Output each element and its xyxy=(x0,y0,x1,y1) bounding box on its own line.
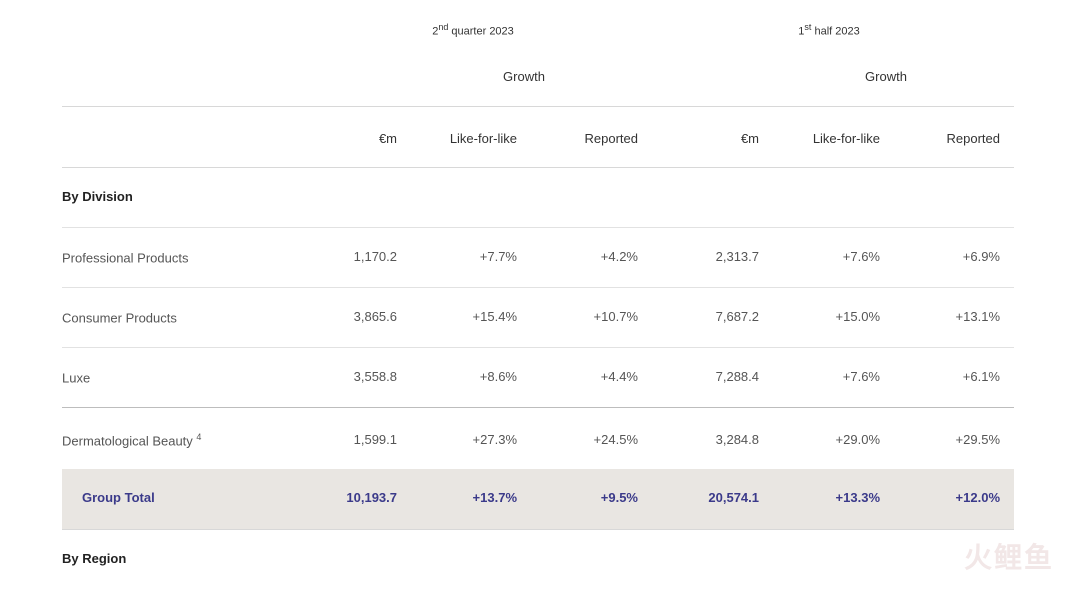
cell-value: +27.3% xyxy=(472,432,517,447)
growth-label-q2: Growth xyxy=(503,69,545,84)
table-row: Professional Products 1,170.2 +7.7% +4.2… xyxy=(62,228,1014,288)
total-value: 20,574.1 xyxy=(708,490,759,505)
cell-value: +8.6% xyxy=(479,369,517,384)
column-header-row: €m Like-for-like Reported €m Like-for-li… xyxy=(62,107,1014,168)
section-title: By Region xyxy=(62,551,127,566)
cell-value: 7,687.2 xyxy=(715,309,759,324)
watermark-logo: 火鲤鱼 xyxy=(963,542,1054,573)
growth-label-h1: Growth xyxy=(865,69,907,84)
cell-value: +4.2% xyxy=(600,249,638,264)
section-title: By Division xyxy=(62,189,133,204)
cell-value: 3,865.6 xyxy=(353,309,397,324)
period-h1-2023: 1st half 2023 xyxy=(798,22,860,38)
col-header-reported-q2: Reported xyxy=(584,131,638,146)
section-by-region: By Region xyxy=(62,530,1014,589)
cell-value: +4.4% xyxy=(600,369,638,384)
results-table: 2nd quarter 2023 1st half 2023 Growth Gr… xyxy=(62,0,1014,589)
total-label: Group Total xyxy=(82,490,155,505)
table-row: Dermatological Beauty 4 1,599.1 +27.3% +… xyxy=(62,408,1014,469)
total-value: +12.0% xyxy=(955,490,1000,505)
total-value: 10,193.7 xyxy=(346,490,397,505)
row-label: Consumer Products xyxy=(62,310,177,326)
cell-value: +15.4% xyxy=(472,309,517,324)
cell-value: +24.5% xyxy=(593,432,638,447)
cell-value: 1,599.1 xyxy=(353,432,397,447)
cell-value: +29.0% xyxy=(835,432,880,447)
cell-value: +15.0% xyxy=(835,309,880,324)
row-label: Luxe xyxy=(62,370,91,386)
col-header-lfl-h1: Like-for-like xyxy=(812,131,880,146)
total-row: Group Total 10,193.7 +13.7% +9.5% 20,574… xyxy=(62,469,1014,530)
col-header-eur-m-q2: €m xyxy=(378,131,397,146)
cell-value: 1,170.2 xyxy=(353,249,397,264)
cell-value: +13.1% xyxy=(955,309,1000,324)
row-label: Professional Products xyxy=(62,250,189,266)
growth-header-row: Growth Growth xyxy=(62,60,1014,107)
table-row: Luxe 3,558.8 +8.6% +4.4% 7,288.4 +7.6% +… xyxy=(62,348,1014,408)
col-header-reported-h1: Reported xyxy=(946,131,1000,146)
cell-value: 3,284.8 xyxy=(715,432,759,447)
cell-value: +7.6% xyxy=(842,249,880,264)
section-by-division: By Division xyxy=(62,168,1014,228)
table-row: Consumer Products 3,865.6 +15.4% +10.7% … xyxy=(62,288,1014,348)
cell-value: +6.1% xyxy=(962,369,1000,384)
cell-value: 7,288.4 xyxy=(715,369,759,384)
cell-value: +29.5% xyxy=(955,432,1000,447)
cell-value: 2,313.7 xyxy=(715,249,759,264)
total-value: +9.5% xyxy=(600,490,638,505)
total-value: +13.7% xyxy=(472,490,517,505)
cell-value: +7.6% xyxy=(842,369,880,384)
cell-value: 3,558.8 xyxy=(353,369,397,384)
col-header-lfl-q2: Like-for-like xyxy=(449,131,517,146)
row-label: Dermatological Beauty 4 xyxy=(62,432,202,449)
cell-value: +7.7% xyxy=(479,249,517,264)
total-value: +13.3% xyxy=(835,490,880,505)
period-header-row: 2nd quarter 2023 1st half 2023 xyxy=(62,0,1014,60)
cell-value: +6.9% xyxy=(962,249,1000,264)
cell-value: +10.7% xyxy=(593,309,638,324)
col-header-eur-m-h1: €m xyxy=(740,131,759,146)
period-q2-2023: 2nd quarter 2023 xyxy=(432,22,514,38)
